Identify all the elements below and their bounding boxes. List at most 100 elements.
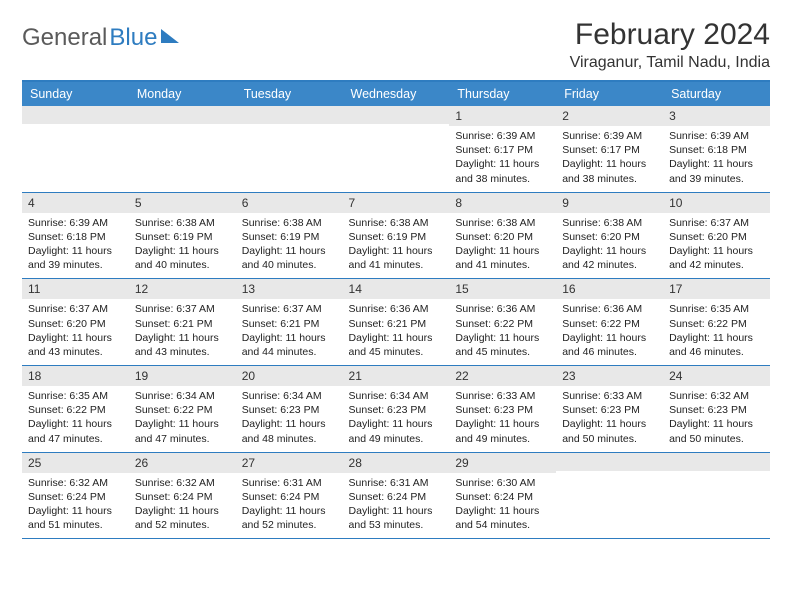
day-body: Sunrise: 6:39 AMSunset: 6:17 PMDaylight:… [449, 126, 556, 192]
day-number: 19 [129, 366, 236, 386]
sunset-text: Sunset: 6:24 PM [349, 490, 444, 504]
day-number: 12 [129, 279, 236, 299]
col-sunday: Sunday [22, 82, 129, 106]
sunrise-text: Sunrise: 6:31 AM [242, 476, 337, 490]
calendar-row: 4Sunrise: 6:39 AMSunset: 6:18 PMDaylight… [22, 192, 770, 279]
month-title: February 2024 [570, 18, 770, 52]
day-body: Sunrise: 6:38 AMSunset: 6:20 PMDaylight:… [449, 213, 556, 279]
sunset-text: Sunset: 6:19 PM [242, 230, 337, 244]
calendar-cell: 23Sunrise: 6:33 AMSunset: 6:23 PMDayligh… [556, 366, 663, 453]
location: Viraganur, Tamil Nadu, India [570, 54, 770, 72]
daylight-text: Daylight: 11 hours and 41 minutes. [349, 244, 444, 272]
sunset-text: Sunset: 6:23 PM [455, 403, 550, 417]
daylight-text: Daylight: 11 hours and 46 minutes. [669, 331, 764, 359]
sunrise-text: Sunrise: 6:39 AM [455, 129, 550, 143]
daylight-text: Daylight: 11 hours and 41 minutes. [455, 244, 550, 272]
day-body: Sunrise: 6:34 AMSunset: 6:22 PMDaylight:… [129, 386, 236, 452]
calendar-cell: 8Sunrise: 6:38 AMSunset: 6:20 PMDaylight… [449, 192, 556, 279]
daylight-text: Daylight: 11 hours and 46 minutes. [562, 331, 657, 359]
sunrise-text: Sunrise: 6:35 AM [28, 389, 123, 403]
day-body: Sunrise: 6:38 AMSunset: 6:19 PMDaylight:… [343, 213, 450, 279]
col-tuesday: Tuesday [236, 82, 343, 106]
day-number: 13 [236, 279, 343, 299]
day-number: 16 [556, 279, 663, 299]
sunset-text: Sunset: 6:20 PM [669, 230, 764, 244]
calendar-cell: 4Sunrise: 6:39 AMSunset: 6:18 PMDaylight… [22, 192, 129, 279]
calendar-cell: 25Sunrise: 6:32 AMSunset: 6:24 PMDayligh… [22, 452, 129, 539]
day-body: Sunrise: 6:35 AMSunset: 6:22 PMDaylight:… [22, 386, 129, 452]
sunset-text: Sunset: 6:21 PM [349, 317, 444, 331]
calendar-cell: 20Sunrise: 6:34 AMSunset: 6:23 PMDayligh… [236, 366, 343, 453]
daylight-text: Daylight: 11 hours and 49 minutes. [455, 417, 550, 445]
sunset-text: Sunset: 6:24 PM [455, 490, 550, 504]
calendar-cell: 26Sunrise: 6:32 AMSunset: 6:24 PMDayligh… [129, 452, 236, 539]
day-body [556, 471, 663, 529]
day-number: 27 [236, 453, 343, 473]
day-body: Sunrise: 6:31 AMSunset: 6:24 PMDaylight:… [343, 473, 450, 539]
sunset-text: Sunset: 6:21 PM [242, 317, 337, 331]
calendar-cell [663, 452, 770, 539]
day-number: 2 [556, 106, 663, 126]
daylight-text: Daylight: 11 hours and 52 minutes. [242, 504, 337, 532]
day-body: Sunrise: 6:33 AMSunset: 6:23 PMDaylight:… [449, 386, 556, 452]
calendar-cell [22, 106, 129, 192]
sunset-text: Sunset: 6:18 PM [28, 230, 123, 244]
sunrise-text: Sunrise: 6:35 AM [669, 302, 764, 316]
day-body: Sunrise: 6:31 AMSunset: 6:24 PMDaylight:… [236, 473, 343, 539]
sunset-text: Sunset: 6:22 PM [28, 403, 123, 417]
sunset-text: Sunset: 6:23 PM [669, 403, 764, 417]
calendar-cell: 29Sunrise: 6:30 AMSunset: 6:24 PMDayligh… [449, 452, 556, 539]
sunset-text: Sunset: 6:18 PM [669, 143, 764, 157]
sunrise-text: Sunrise: 6:38 AM [349, 216, 444, 230]
day-number: 15 [449, 279, 556, 299]
calendar-cell: 11Sunrise: 6:37 AMSunset: 6:20 PMDayligh… [22, 279, 129, 366]
sunrise-text: Sunrise: 6:38 AM [135, 216, 230, 230]
sunset-text: Sunset: 6:22 PM [669, 317, 764, 331]
sunrise-text: Sunrise: 6:34 AM [135, 389, 230, 403]
day-number [343, 106, 450, 124]
day-body: Sunrise: 6:36 AMSunset: 6:22 PMDaylight:… [556, 299, 663, 365]
col-friday: Friday [556, 82, 663, 106]
calendar-cell: 10Sunrise: 6:37 AMSunset: 6:20 PMDayligh… [663, 192, 770, 279]
calendar-cell: 3Sunrise: 6:39 AMSunset: 6:18 PMDaylight… [663, 106, 770, 192]
sunrise-text: Sunrise: 6:38 AM [242, 216, 337, 230]
day-number: 8 [449, 193, 556, 213]
calendar-cell [129, 106, 236, 192]
sunrise-text: Sunrise: 6:30 AM [455, 476, 550, 490]
sunrise-text: Sunrise: 6:36 AM [562, 302, 657, 316]
daylight-text: Daylight: 11 hours and 51 minutes. [28, 504, 123, 532]
daylight-text: Daylight: 11 hours and 42 minutes. [669, 244, 764, 272]
day-number: 1 [449, 106, 556, 126]
daylight-text: Daylight: 11 hours and 54 minutes. [455, 504, 550, 532]
day-number: 7 [343, 193, 450, 213]
sunset-text: Sunset: 6:22 PM [562, 317, 657, 331]
daylight-text: Daylight: 11 hours and 47 minutes. [135, 417, 230, 445]
daylight-text: Daylight: 11 hours and 43 minutes. [135, 331, 230, 359]
sunrise-text: Sunrise: 6:38 AM [455, 216, 550, 230]
col-saturday: Saturday [663, 82, 770, 106]
day-number: 18 [22, 366, 129, 386]
logo-text-blue: Blue [109, 24, 157, 52]
sunrise-text: Sunrise: 6:36 AM [455, 302, 550, 316]
daylight-text: Daylight: 11 hours and 44 minutes. [242, 331, 337, 359]
calendar-cell: 6Sunrise: 6:38 AMSunset: 6:19 PMDaylight… [236, 192, 343, 279]
sunset-text: Sunset: 6:21 PM [135, 317, 230, 331]
day-number: 23 [556, 366, 663, 386]
calendar-cell [236, 106, 343, 192]
daylight-text: Daylight: 11 hours and 50 minutes. [669, 417, 764, 445]
sunrise-text: Sunrise: 6:37 AM [28, 302, 123, 316]
day-number: 3 [663, 106, 770, 126]
day-body: Sunrise: 6:33 AMSunset: 6:23 PMDaylight:… [556, 386, 663, 452]
sunset-text: Sunset: 6:22 PM [135, 403, 230, 417]
day-number [663, 453, 770, 471]
sunset-text: Sunset: 6:24 PM [135, 490, 230, 504]
day-body: Sunrise: 6:35 AMSunset: 6:22 PMDaylight:… [663, 299, 770, 365]
daylight-text: Daylight: 11 hours and 49 minutes. [349, 417, 444, 445]
day-number: 10 [663, 193, 770, 213]
calendar-cell: 12Sunrise: 6:37 AMSunset: 6:21 PMDayligh… [129, 279, 236, 366]
calendar-table: Sunday Monday Tuesday Wednesday Thursday… [22, 82, 770, 539]
calendar-cell: 14Sunrise: 6:36 AMSunset: 6:21 PMDayligh… [343, 279, 450, 366]
day-body: Sunrise: 6:32 AMSunset: 6:23 PMDaylight:… [663, 386, 770, 452]
calendar-cell [343, 106, 450, 192]
day-number: 26 [129, 453, 236, 473]
